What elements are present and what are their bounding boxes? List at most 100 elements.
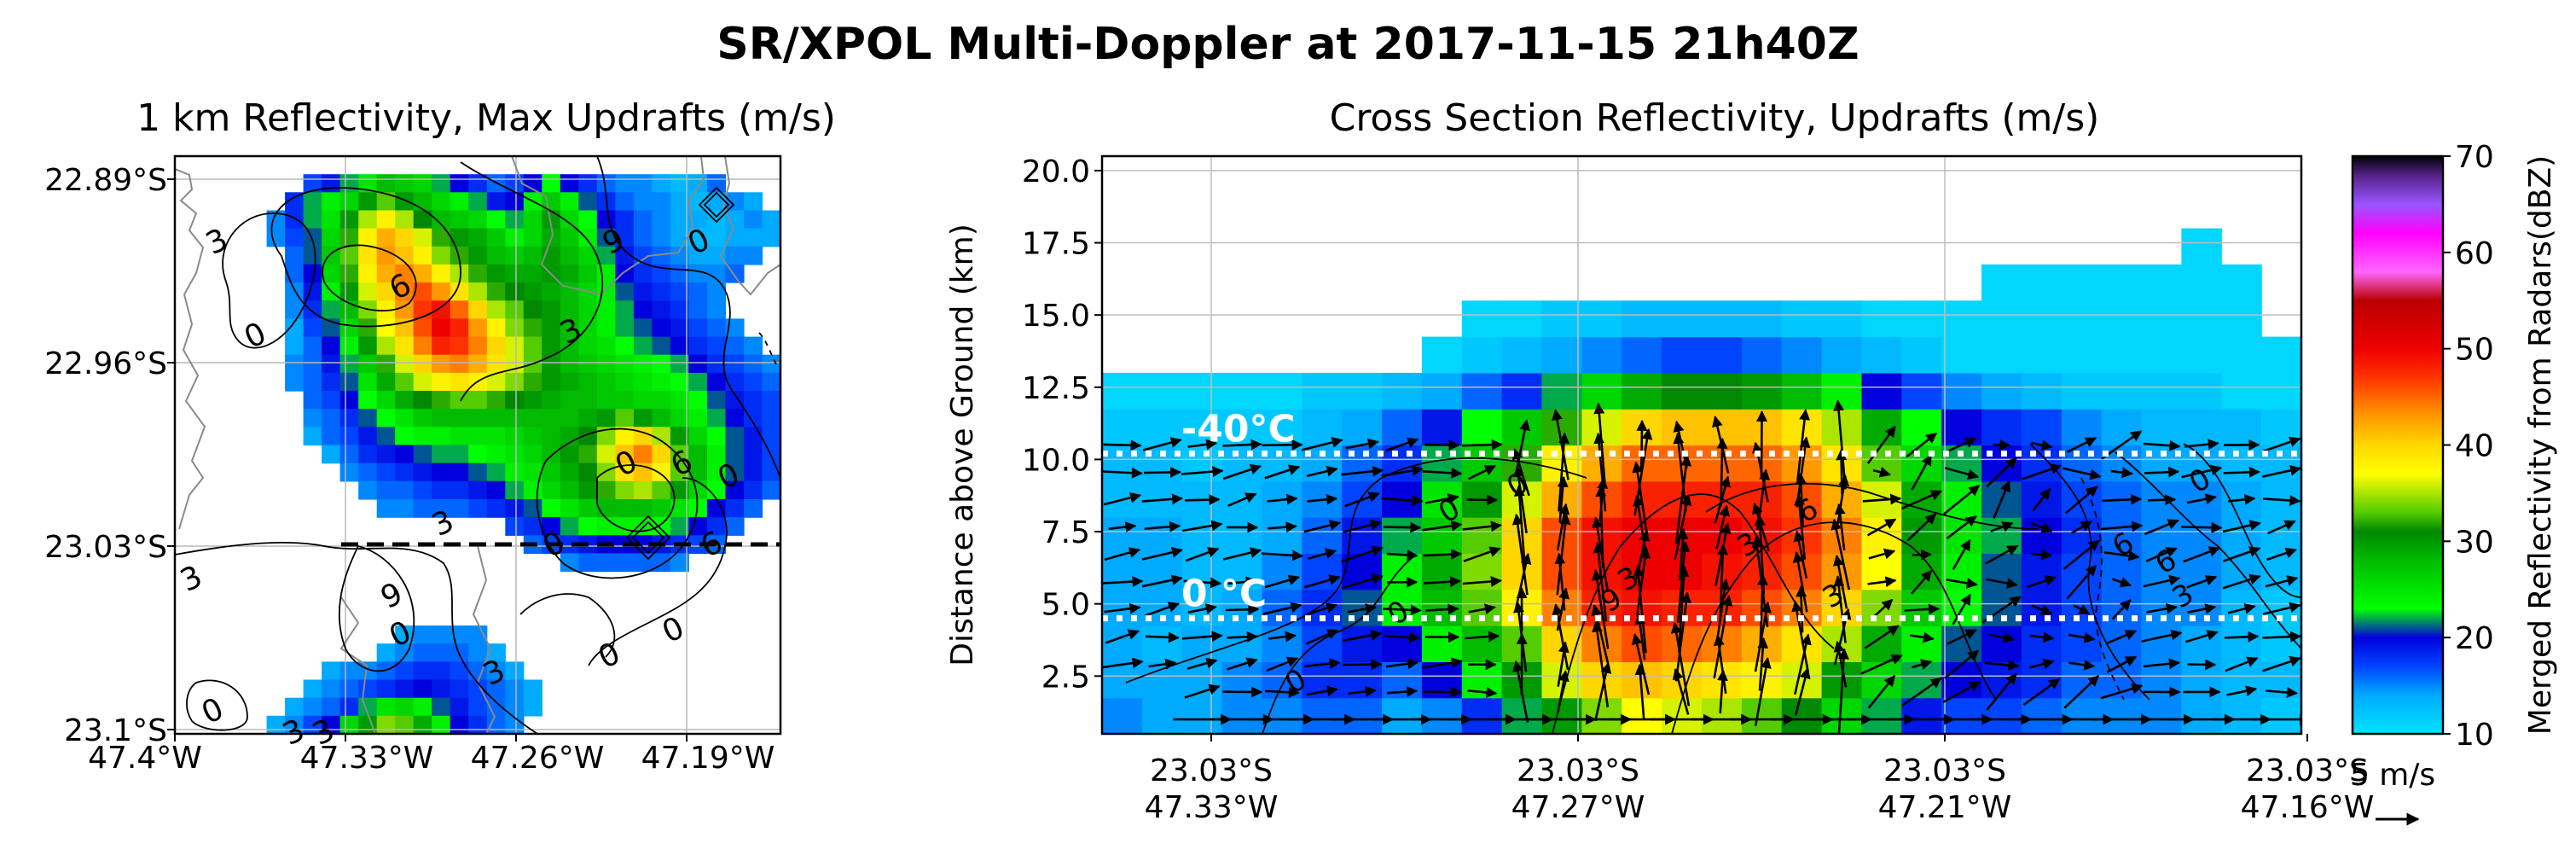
wind-vector (2100, 521, 2144, 532)
wind-vector (1636, 419, 1648, 469)
reflectivity-cell (505, 264, 525, 283)
reflectivity-cell (578, 427, 598, 446)
reflectivity-cell (486, 499, 506, 518)
wind-vector (2146, 602, 2178, 614)
reflectivity-cell (688, 499, 708, 518)
reflectivity-cell (486, 174, 506, 193)
wind-vector (1866, 425, 1896, 464)
reflectivity-cell (744, 480, 763, 500)
updraft-contour (596, 464, 676, 532)
wind-vector (1830, 518, 1851, 590)
wind-vector (1796, 409, 1811, 480)
reflectivity-cell (413, 499, 432, 518)
wind-vector (1462, 521, 1502, 532)
y-tick-label: 23.1°S (64, 713, 167, 748)
xsec-cell (1821, 300, 1863, 338)
reflectivity-cell (486, 480, 506, 500)
wind-vector (2029, 631, 2055, 643)
reflectivity-cell (486, 661, 506, 681)
xsec-cell (2021, 517, 2063, 554)
wind-vector (1141, 493, 1184, 505)
y-tick-label: 10.0 (1022, 443, 1090, 478)
reflectivity-cell (725, 517, 745, 536)
reflectivity-cell (596, 246, 616, 265)
xsec-cell (1861, 445, 1902, 482)
reflectivity-cell (468, 336, 488, 356)
wind-vector (2068, 659, 2096, 671)
wind-vector (2031, 549, 2053, 561)
reflectivity-cell (706, 499, 726, 518)
reflectivity-cell (468, 427, 488, 446)
wind-vector (1674, 455, 1692, 544)
wind-vector (1423, 576, 1461, 588)
reflectivity-cell (542, 282, 561, 301)
reflectivity-cell (596, 445, 616, 464)
reflectivity-cell (413, 462, 432, 482)
xsec-cell (1702, 336, 1743, 374)
xsec-cell (1941, 300, 1982, 338)
reflectivity-cell (358, 336, 378, 356)
xsec-cell (1741, 300, 1783, 338)
updraft-contour (519, 593, 616, 658)
xsec-cell (1141, 697, 1183, 734)
x-tick-label: 47.26°W (471, 741, 605, 776)
wind-vector (2262, 655, 2301, 672)
reflectivity-cell (432, 480, 451, 500)
reflectivity-cell (432, 715, 451, 734)
reflectivity-cell (706, 246, 726, 265)
reflectivity-cell (303, 192, 322, 212)
xsec-contour (2183, 443, 2301, 598)
reflectivity-cell (358, 391, 378, 410)
reflectivity-cell (633, 445, 653, 464)
reflectivity-cell (358, 409, 378, 428)
reflectivity-cell (505, 679, 525, 699)
xsec-cell (2061, 336, 2103, 374)
reflectivity-cell (376, 409, 396, 428)
reflectivity-cell (468, 661, 488, 681)
wind-vector (1912, 659, 1933, 670)
wind-vector (2223, 466, 2260, 478)
reflectivity-cell (670, 192, 689, 212)
wind-vector (1341, 465, 1384, 477)
reflectivity-cell (432, 625, 451, 644)
reflectivity-cell (303, 282, 322, 301)
xsec-cell (1981, 697, 2022, 734)
wind-vector (1307, 602, 1338, 616)
reflectivity-cell (725, 427, 745, 446)
reflectivity-cell (339, 192, 359, 212)
wind-vector (1985, 544, 2019, 565)
wind-vector (2184, 630, 2219, 643)
reflectivity-cell (395, 228, 415, 247)
wind-vector (1341, 545, 1384, 563)
reflectivity-cell (413, 679, 432, 699)
wind-vector (1952, 538, 1971, 570)
wind-vector (1268, 631, 1297, 643)
xsec-cell (1581, 625, 1622, 662)
reflectivity-cell (450, 174, 469, 193)
xsec-cell (1461, 336, 1503, 374)
reflectivity-cell (633, 480, 653, 500)
reflectivity-cell (468, 499, 488, 518)
reflectivity-cell (744, 192, 763, 212)
wind-vector (1345, 438, 1379, 450)
wind-vector (1381, 465, 1424, 478)
reflectivity-cell (285, 697, 305, 717)
wind-vector (1673, 420, 1688, 469)
border-line (719, 156, 780, 296)
wind-vector (1593, 402, 1606, 486)
reflectivity-cell (486, 354, 506, 374)
x-tick-label: 47.33°W (300, 741, 434, 776)
wind-vector (2222, 520, 2261, 533)
wind-vector (2183, 546, 2221, 563)
reflectivity-cell (505, 480, 525, 500)
wind-vector (1303, 574, 1341, 589)
wind-vector (1833, 575, 1847, 643)
reflectivity-cell (578, 445, 598, 464)
reflectivity-cell (450, 391, 469, 410)
quiver-key-label: 5 m/s (2350, 758, 2435, 793)
xsec-contour (2115, 451, 2301, 649)
reflectivity-cell (322, 445, 341, 464)
xsec-cell (1941, 372, 1982, 410)
xsec-cell (1141, 445, 1183, 482)
reflectivity-cell (432, 210, 451, 230)
